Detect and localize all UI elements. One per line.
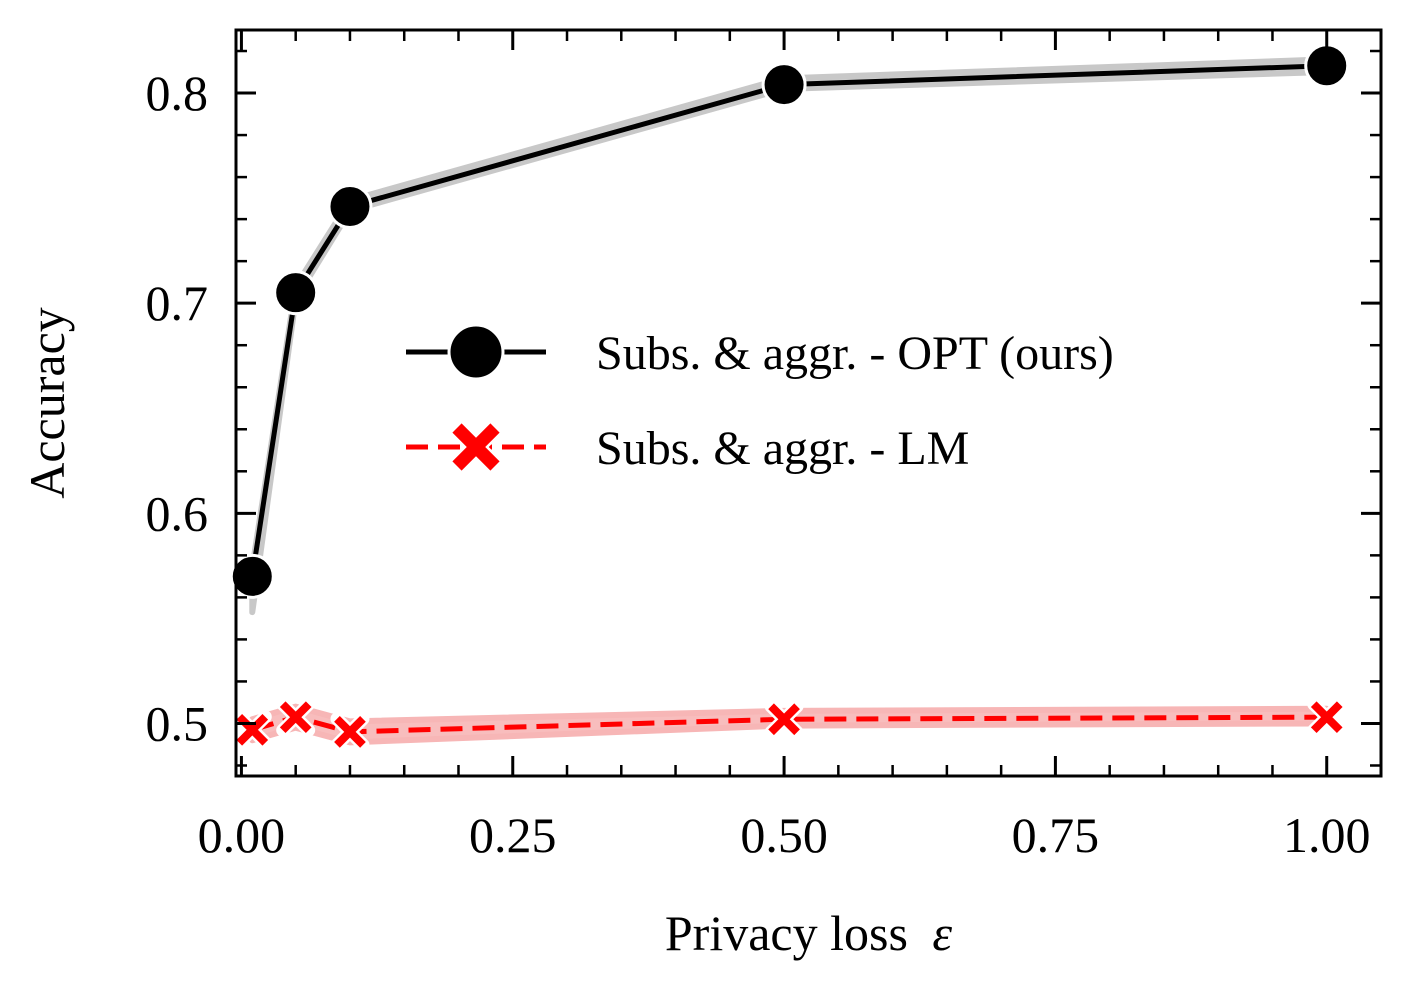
- x-marker-stroke-b: [452, 423, 500, 471]
- x-marker-stroke-b: [279, 701, 312, 733]
- x-marker-stroke-b: [768, 703, 800, 736]
- x-axis-title: Privacy loss ε: [665, 905, 953, 961]
- data-point-series-1: [761, 62, 807, 108]
- y-axis-title: Accuracy: [19, 307, 75, 499]
- data-point-series-2: [764, 699, 804, 739]
- y-tick-label: 0.7: [146, 275, 209, 331]
- axis-ticks: [236, 30, 1383, 776]
- legend-entry-1: Subs. & aggr. - OPT (ours): [406, 323, 1114, 381]
- y-tick-label: 0.5: [146, 695, 209, 751]
- legend: Subs. & aggr. - OPT (ours) Subs. & aggr. …: [406, 323, 1114, 475]
- data-point-series-2: [330, 712, 370, 752]
- data-point-series-1: [1304, 43, 1350, 89]
- x-marker-stroke-b: [334, 716, 366, 748]
- x-axis-title-symbol: ε: [932, 905, 952, 961]
- tick-labels: 0.00 0.25 0.50 0.75 1.00 0.5 0.6 0.7 0.8: [146, 65, 1371, 863]
- x-axis-title-text: Privacy loss: [665, 905, 908, 961]
- plot-frame: [234, 28, 1383, 778]
- data-point-series-2: [1307, 697, 1347, 737]
- x-tick-label: 1.00: [1283, 807, 1371, 863]
- y-tick-label: 0.6: [146, 485, 209, 541]
- data-point-series-2: [232, 710, 272, 750]
- legend-marker-circle: [447, 323, 505, 381]
- series-markers: [229, 43, 1350, 752]
- x-marker-stroke-b: [236, 713, 269, 746]
- y-tick-label: 0.8: [146, 65, 209, 121]
- x-tick-label: 0.50: [740, 807, 828, 863]
- data-point-series-1: [273, 270, 319, 316]
- data-point-series-1: [327, 184, 373, 230]
- x-tick-label: 0.75: [1012, 807, 1100, 863]
- legend-label: Subs. & aggr. - OPT (ours): [596, 327, 1114, 380]
- data-point-series-1: [229, 553, 275, 599]
- data-point-series-2: [276, 697, 316, 737]
- legend-label: Subs. & aggr. - LM: [596, 422, 969, 475]
- x-tick-label: 0.25: [469, 807, 557, 863]
- x-marker-stroke-b: [1310, 701, 1343, 733]
- x-tick-label: 0.00: [198, 807, 286, 863]
- legend-marker-x: [448, 419, 504, 475]
- legend-entry-2: Subs. & aggr. - LM: [406, 419, 969, 475]
